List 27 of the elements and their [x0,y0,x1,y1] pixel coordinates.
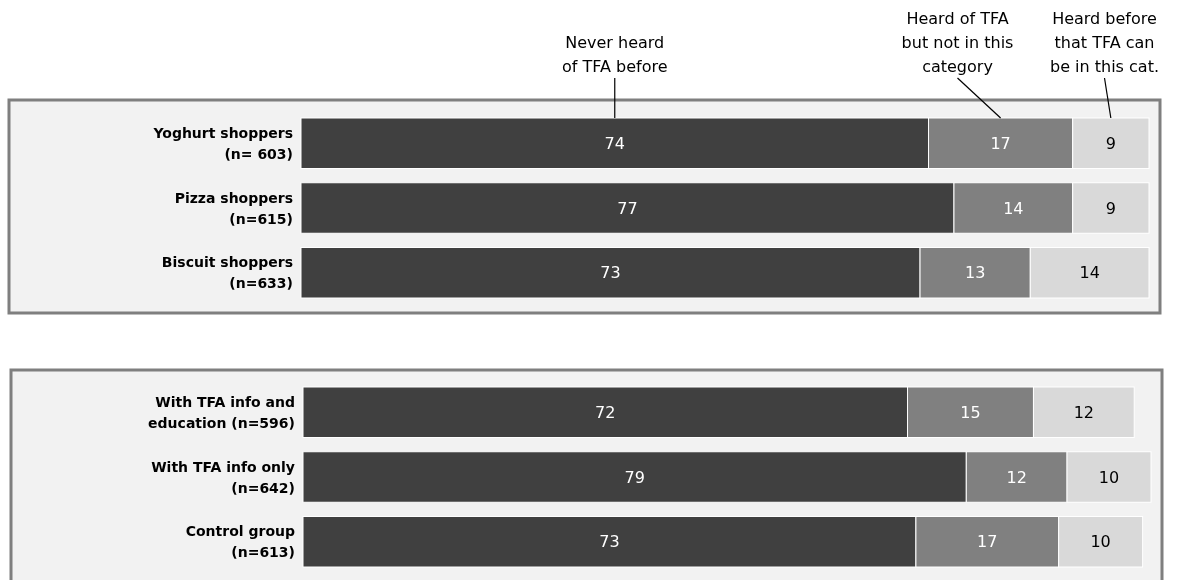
data-label: 72 [595,402,616,422]
data-label: 17 [977,532,998,552]
y-tick-label: With TFA info only (n=642) [151,458,295,496]
text: Heard of TFA but not in this category [901,9,1014,76]
data-label: 14 [1003,198,1024,218]
data-label: 14 [1079,263,1100,283]
data-label: 73 [599,532,620,552]
data-label: 77 [617,198,638,218]
text: Never heard of TFA before [561,33,668,76]
data-label: 79 [624,467,645,487]
data-label: 13 [964,263,986,283]
data-label: 17 [990,133,1011,153]
y-tick-label: With TFA info and education (n=596) [148,393,295,431]
data-label: 9 [1105,198,1116,218]
data-label: 12 [1073,402,1095,422]
data-label: 12 [1006,467,1027,487]
data-label: 10 [1098,467,1120,487]
y-tick-label: Pizza shoppers (n=615) [174,189,293,227]
data-label: 15 [960,402,981,422]
y-tick-label: Control group (n=613) [185,523,295,561]
y-tick-label: Yoghurt shoppers (n= 603) [152,124,293,162]
data-label: 73 [600,263,621,283]
data-label: 74 [604,133,625,153]
data-label: 10 [1090,532,1111,552]
y-tick-label: Biscuit shoppers (n=633) [161,254,293,292]
data-label: 9 [1105,133,1116,153]
text: Heard before that TFA can be in this cat. [1050,9,1159,76]
